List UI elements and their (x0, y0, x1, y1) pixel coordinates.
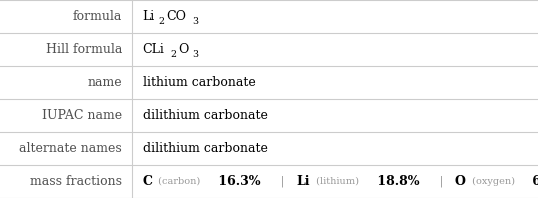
Text: 3: 3 (192, 50, 198, 59)
Text: (carbon): (carbon) (155, 177, 201, 186)
Text: dilithium carbonate: dilithium carbonate (143, 109, 267, 122)
Text: (lithium): (lithium) (313, 177, 359, 186)
Text: name: name (88, 76, 122, 89)
Text: Li: Li (143, 10, 155, 23)
Text: dilithium carbonate: dilithium carbonate (143, 142, 267, 155)
Text: 2: 2 (158, 17, 165, 26)
Text: O: O (179, 43, 189, 56)
Text: C: C (143, 175, 153, 188)
Text: |: | (274, 176, 291, 187)
Text: |: | (433, 176, 450, 187)
Text: Hill formula: Hill formula (46, 43, 122, 56)
Text: mass fractions: mass fractions (30, 175, 122, 188)
Text: alternate names: alternate names (19, 142, 122, 155)
Text: 2: 2 (171, 50, 177, 59)
Text: CLi: CLi (143, 43, 165, 56)
Text: IUPAC name: IUPAC name (42, 109, 122, 122)
Text: formula: formula (73, 10, 122, 23)
Text: lithium carbonate: lithium carbonate (143, 76, 256, 89)
Text: CO: CO (166, 10, 186, 23)
Text: Li: Li (296, 175, 309, 188)
Text: 3: 3 (192, 17, 198, 26)
Text: 16.3%: 16.3% (214, 175, 260, 188)
Text: (oxygen): (oxygen) (469, 177, 515, 186)
Text: 65%: 65% (528, 175, 538, 188)
Text: 18.8%: 18.8% (373, 175, 419, 188)
Text: O: O (455, 175, 466, 188)
